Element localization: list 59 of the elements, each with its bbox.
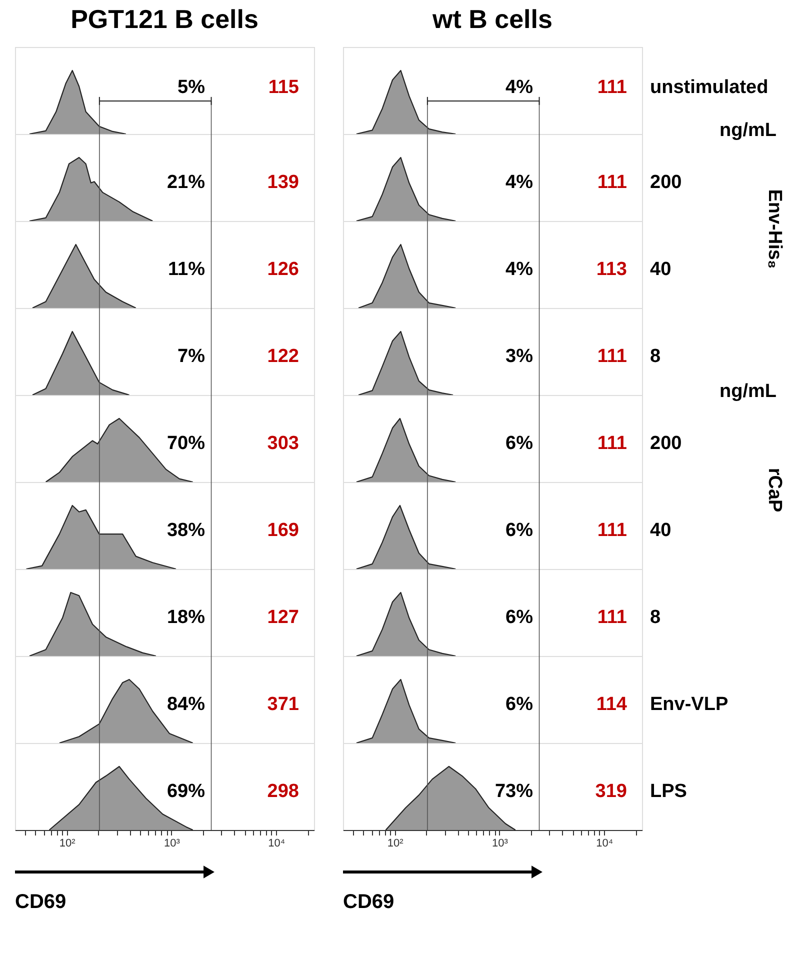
- x-tick-label: 10²: [387, 838, 404, 850]
- annotation: 113: [596, 258, 627, 280]
- annotation: 70%: [166, 432, 206, 454]
- annotation: 127: [267, 606, 299, 628]
- annotation: 6%: [506, 694, 534, 715]
- annotation: 4%: [506, 76, 534, 98]
- annotation: 319: [595, 780, 627, 802]
- x-tick-label: 10⁴: [596, 838, 614, 850]
- text: 200: [650, 432, 682, 454]
- text: 200: [650, 172, 682, 193]
- text: Env-VLP: [650, 694, 728, 715]
- annotation: 38%: [166, 520, 206, 541]
- annotation: 169: [267, 520, 299, 541]
- text: 40: [650, 258, 672, 280]
- text: unstimulated: [650, 76, 768, 98]
- annotation: 18%: [166, 606, 206, 628]
- annotation: 21%: [166, 172, 206, 193]
- x-tick-label: 10⁴: [268, 838, 286, 850]
- annotation: 115: [268, 76, 300, 98]
- text: LPS: [650, 780, 687, 802]
- annotation: 126: [267, 258, 299, 280]
- annotation: 122: [267, 346, 299, 367]
- annotation: 298: [267, 780, 299, 802]
- annotation: 371: [267, 694, 300, 715]
- text: 40: [650, 520, 672, 541]
- annotation: 111: [597, 172, 628, 193]
- annotation: 6%: [506, 432, 534, 454]
- annotation: 5%: [178, 76, 206, 98]
- x-tick-label: 10²: [59, 838, 76, 850]
- text: rCaP: [764, 468, 785, 512]
- text: 8: [650, 346, 661, 367]
- annotation: 111: [597, 432, 628, 454]
- annotation: 4%: [506, 258, 534, 280]
- annotation: 4%: [506, 172, 534, 193]
- x-tick-label: 10³: [492, 838, 508, 850]
- annotation: 111: [597, 606, 628, 628]
- text: ng/mL: [720, 381, 777, 402]
- annotation: 7%: [178, 346, 206, 367]
- text: Env-His₈: [764, 189, 785, 269]
- text: ng/mL: [720, 120, 777, 141]
- annotation: 69%: [166, 780, 206, 802]
- chart-title: PGT121 B cells: [70, 4, 258, 34]
- chart-title: wt B cells: [432, 4, 552, 34]
- annotation: 139: [267, 172, 299, 193]
- x-axis-title: CD69: [15, 891, 66, 913]
- text: 8: [650, 606, 661, 628]
- annotation: 114: [596, 694, 628, 715]
- annotation: 303: [267, 432, 299, 454]
- annotation: 6%: [506, 520, 534, 541]
- x-tick-label: 10³: [164, 838, 180, 850]
- annotation: 73%: [494, 780, 534, 802]
- annotation: 11%: [168, 258, 206, 280]
- annotation: 111: [597, 76, 628, 98]
- annotation: 111: [597, 520, 628, 541]
- annotation: 111: [597, 346, 628, 367]
- x-axis-title: CD69: [343, 891, 394, 913]
- annotation: 84%: [166, 694, 206, 715]
- annotation: 6%: [506, 606, 534, 628]
- annotation: 3%: [506, 346, 534, 367]
